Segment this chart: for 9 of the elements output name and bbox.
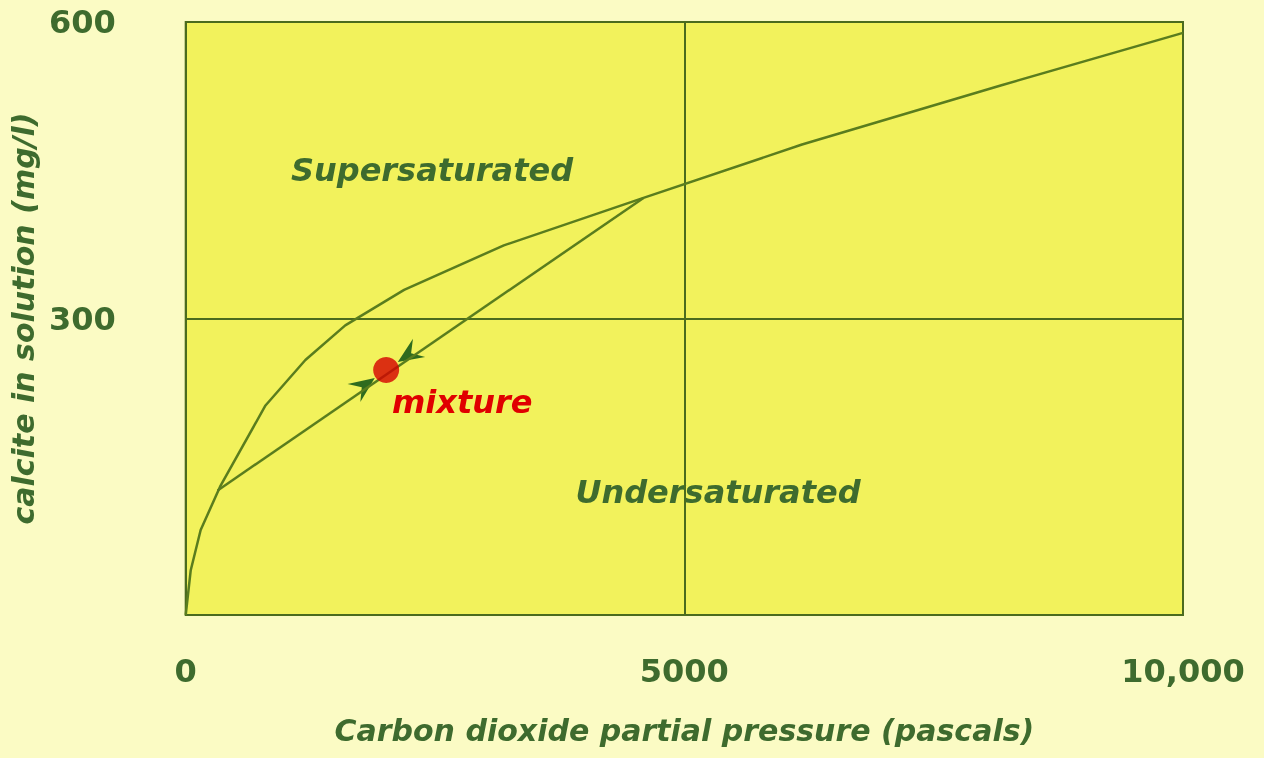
x-tick-label: 0 xyxy=(174,652,197,690)
x-tick-label: 10,000 xyxy=(1121,652,1245,690)
y-tick-label: 300 xyxy=(48,299,116,338)
annotation: Supersaturated xyxy=(290,151,575,189)
y-axis-title: calcite in solution (mg/l) xyxy=(5,112,41,525)
y-tick-label: 600 xyxy=(48,3,116,41)
x-axis-title: Carbon dioxide partial pressure (pascals) xyxy=(334,712,1035,748)
annotation: mixture xyxy=(392,383,533,421)
x-tick-label: 5000 xyxy=(639,652,729,690)
